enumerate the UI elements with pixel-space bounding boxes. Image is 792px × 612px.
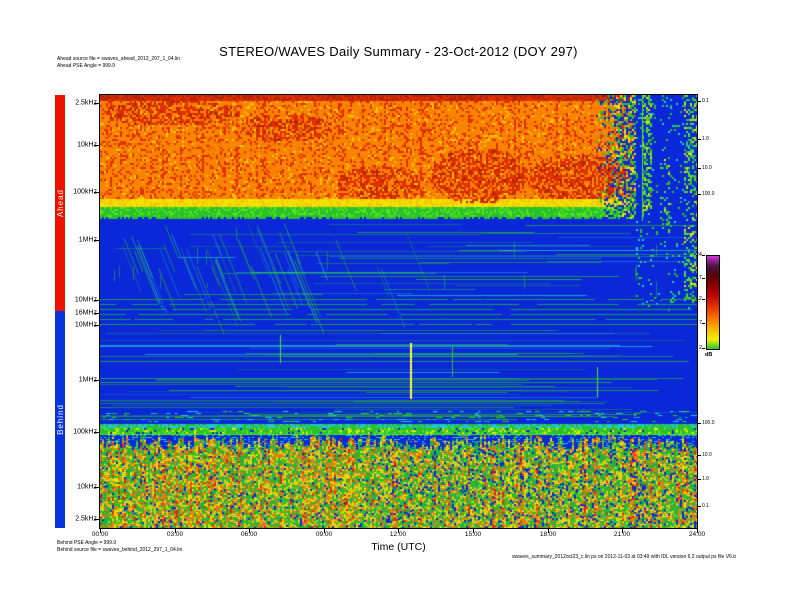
y-left-tick-mark bbox=[94, 103, 99, 104]
y-left-tick-label: 1MHz bbox=[78, 376, 97, 384]
x-tick-mark bbox=[697, 529, 698, 533]
spectrogram-canvas bbox=[100, 95, 697, 528]
colorbar-tick-label: 2 bbox=[698, 345, 702, 351]
colorbar-tick-mark bbox=[702, 299, 705, 300]
y-left-tick-mark bbox=[94, 313, 99, 314]
y-left-tick-label: 10kHz bbox=[77, 483, 97, 491]
y-left-tick-label: 10MHz bbox=[74, 296, 97, 304]
y-left-tick-mark bbox=[94, 300, 99, 301]
colorbar-gradient bbox=[706, 255, 720, 350]
x-tick-label: 12:00 bbox=[389, 531, 407, 538]
y-right-tick-mark bbox=[698, 194, 701, 195]
behind-pse-angle-note: Behind PSE Angle = 999.9 bbox=[57, 540, 117, 546]
colorbar-tick-mark bbox=[702, 348, 705, 349]
y-left-tick-label: 10MHz bbox=[74, 321, 97, 329]
behind-source-file-note: Behind source file = swaves_behind_2012_… bbox=[57, 546, 183, 553]
behind-notes: Behind PSE Angle = 999.9 Behind source f… bbox=[57, 540, 182, 553]
spectrogram-frame bbox=[99, 94, 698, 529]
ahead-strip: Ahead bbox=[55, 95, 65, 311]
y-left-tick-mark bbox=[94, 240, 99, 241]
y-left-tick-label: 16MHz bbox=[74, 309, 97, 317]
colorbar-tick-mark bbox=[702, 255, 705, 256]
x-tick-mark bbox=[548, 529, 549, 533]
x-tick-label: 18:00 bbox=[539, 531, 557, 538]
y-right-tick-mark bbox=[698, 455, 701, 456]
behind-strip: Behind bbox=[55, 311, 65, 528]
x-tick-mark bbox=[249, 529, 250, 533]
y-right-tick-label: 0.1 bbox=[702, 98, 709, 104]
x-tick-label: 03:00 bbox=[166, 531, 184, 538]
colorbar-tick-label: 24 bbox=[695, 252, 702, 258]
ahead-pse-angle-note: Ahead PSE Angle = 999.9 bbox=[57, 62, 115, 69]
x-tick-mark bbox=[398, 529, 399, 533]
y-right-tick-mark bbox=[698, 139, 701, 140]
x-tick-label: 21:00 bbox=[613, 531, 631, 538]
y-right-tick-mark bbox=[698, 101, 701, 102]
colorbar-tick-label: 7 bbox=[698, 320, 702, 326]
y-right-tick-mark bbox=[698, 506, 701, 507]
x-tick-label: 24:00 bbox=[688, 531, 706, 538]
y-right-tick-mark bbox=[698, 168, 701, 169]
x-tick-label: 06:00 bbox=[240, 531, 258, 538]
ahead-notes: Ahead source file = swaves_ahead_2012_29… bbox=[57, 56, 180, 69]
y-right-tick-label: 10.0 bbox=[702, 165, 712, 171]
y-left-tick-mark bbox=[94, 487, 99, 488]
y-right-tick-label: 100.0 bbox=[702, 420, 715, 426]
y-right-tick-label: 1.0 bbox=[702, 136, 709, 142]
x-tick-mark bbox=[175, 529, 176, 533]
y-left-tick-label: 2.5kHz bbox=[75, 99, 97, 107]
page-title: STEREO/WAVES Daily Summary - 23-Oct-2012… bbox=[219, 44, 578, 59]
y-right-tick-label: 0.1 bbox=[702, 503, 709, 509]
x-tick-mark bbox=[622, 529, 623, 533]
y-left-tick-mark bbox=[94, 325, 99, 326]
generation-credit-note: swaves_summary_2012oct23_c.lin ps on 201… bbox=[511, 554, 736, 560]
x-tick-label: 15:00 bbox=[464, 531, 482, 538]
x-tick-label: 09:00 bbox=[315, 531, 333, 538]
y-left-tick-mark bbox=[94, 519, 99, 520]
x-tick-mark bbox=[100, 529, 101, 533]
colorbar-unit-label: dB bbox=[705, 352, 713, 358]
y-left-tick-mark bbox=[94, 145, 99, 146]
y-left-tick-mark bbox=[94, 432, 99, 433]
colorbar-tick-mark bbox=[702, 278, 705, 279]
x-tick-label: 00:00 bbox=[91, 531, 109, 538]
y-left-tick-label: 10kHz bbox=[77, 141, 97, 149]
colorbar-tick-mark bbox=[702, 323, 705, 324]
x-tick-mark bbox=[473, 529, 474, 533]
y-left-tick-label: 100kHz bbox=[73, 428, 97, 436]
y-right-tick-mark bbox=[698, 479, 701, 480]
y-right-tick-label: 1.0 bbox=[702, 476, 709, 482]
y-right-tick-label: 10.0 bbox=[702, 452, 712, 458]
y-left-tick-mark bbox=[94, 380, 99, 381]
y-right-tick-label: 100.0 bbox=[702, 191, 715, 197]
x-tick-mark bbox=[324, 529, 325, 533]
y-left-tick-mark bbox=[94, 192, 99, 193]
y-left-tick-label: 100kHz bbox=[73, 188, 97, 196]
y-left-tick-label: 1MHz bbox=[78, 236, 97, 244]
colorbar-tick-label: 17 bbox=[695, 275, 702, 281]
ahead-source-file-note: Ahead source file = swaves_ahead_2012_29… bbox=[57, 56, 181, 62]
y-left-tick-label: 2.5kHz bbox=[75, 515, 97, 523]
x-axis-title: Time (UTC) bbox=[371, 541, 426, 553]
colorbar-tick-label: 12 bbox=[695, 296, 702, 302]
y-right-tick-mark bbox=[698, 423, 701, 424]
